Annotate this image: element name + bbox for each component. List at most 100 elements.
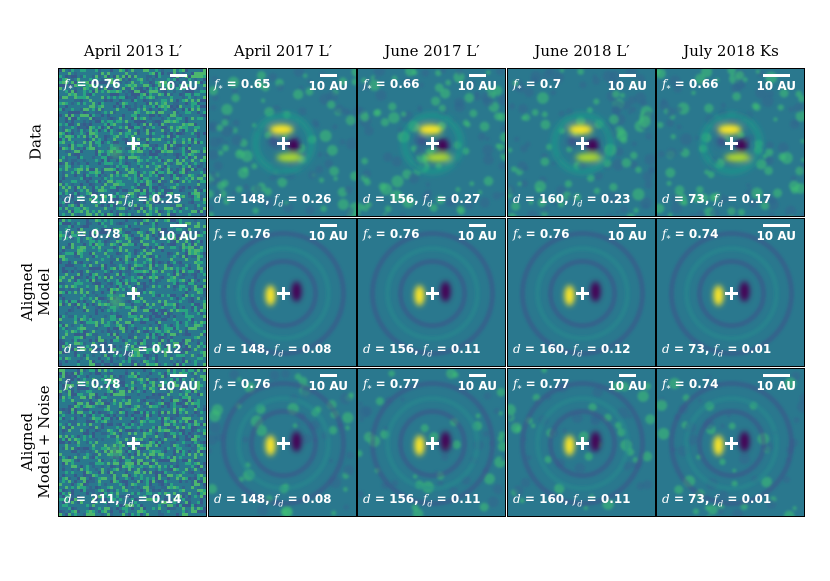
d-symbol: d [363,191,371,206]
fd-value: 0.11 [450,491,481,506]
fd-symbol: fd [572,341,583,358]
row-label-line: Model + Noise [35,385,53,499]
star-position-cross [127,137,140,150]
scale-bar-line [169,74,187,77]
distance-fd-label: d = 211, fd = 0.12 [64,341,182,358]
d-symbol: d [64,491,72,506]
scale-bar: 10 AU [607,224,647,243]
row-label-line: Data [26,124,45,160]
fstar-label: f* = 0.74 [662,377,719,394]
fstar-value: 0.66 [389,77,420,91]
fstar-label: f* = 0.76 [214,377,271,394]
star-position-cross [426,137,439,150]
panel-image [59,69,206,216]
distance-fd-label: d = 160, fd = 0.23 [513,191,631,208]
fd-symbol: fd [123,491,134,508]
star-position-cross [725,137,738,150]
distance-fd-label: d = 211, fd = 0.25 [64,191,182,208]
fstar-symbol: f* [363,77,372,94]
image-panel: f* = 0.76 10 AU d = 211, fd = 0.25 [58,68,207,217]
fstar-symbol: f* [363,227,372,244]
fstar-symbol: f* [64,377,73,394]
scale-bar-line [618,374,636,377]
fd-value: 0.08 [301,341,332,356]
fstar-label: f* = 0.65 [214,77,271,94]
image-panel: f* = 0.74 10 AU d = 73, fd = 0.01 [656,218,805,367]
d-symbol: d [214,341,222,356]
fd-symbol: fd [422,491,433,508]
fd-symbol: fd [123,191,134,208]
distance-fd-label: d = 156, fd = 0.11 [363,491,481,508]
fd-symbol: fd [713,341,724,358]
column-title: June 2017 L′ [384,42,480,60]
distance-fd-label: d = 160, fd = 0.12 [513,341,631,358]
scale-bar: 10 AU [756,74,796,93]
scale-bar-label: 10 AU [607,229,647,243]
fstar-label: f* = 0.76 [214,227,271,244]
d-value: 211 [90,191,116,206]
scale-bar-label: 10 AU [308,379,348,393]
image-panel: f* = 0.66 10 AU d = 73, fd = 0.17 [656,68,805,217]
column-title: April 2013 L′ [83,42,183,60]
scale-bar: 10 AU [158,224,198,243]
fd-symbol: fd [713,491,724,508]
star-position-cross [426,437,439,450]
scale-bar: 10 AU [158,374,198,393]
d-symbol: d [64,191,72,206]
scale-bar: 10 AU [457,374,497,393]
fstar-value: 0.78 [90,377,121,391]
image-panel: f* = 0.76 10 AU d = 160, fd = 0.12 [507,218,656,367]
fstar-symbol: f* [214,227,223,244]
star-position-cross [127,437,140,450]
scale-bar-line [618,74,636,77]
distance-fd-label: d = 148, fd = 0.08 [214,491,332,508]
row-label: Data [26,67,45,217]
star-position-cross [576,287,589,300]
fd-symbol: fd [572,191,583,208]
fstar-value: 0.78 [90,227,121,241]
fstar-symbol: f* [513,227,522,244]
d-symbol: d [513,491,521,506]
fstar-value: 0.7 [539,77,562,91]
scale-bar-line [762,74,790,77]
fd-value: 0.11 [450,341,481,356]
row-label-line: Model [35,268,53,316]
scale-bar: 10 AU [158,74,198,93]
scale-bar-label: 10 AU [308,229,348,243]
image-panel: f* = 0.77 10 AU d = 160, fd = 0.11 [507,368,656,517]
scale-bar-line [169,374,187,377]
scale-bar-label: 10 AU [756,379,796,393]
fd-value: 0.01 [741,341,772,356]
fstar-value: 0.74 [688,377,719,391]
d-value: 211 [90,341,116,356]
d-value: 73 [688,491,705,506]
fd-symbol: fd [422,341,433,358]
scale-bar-label: 10 AU [457,229,497,243]
fstar-label: f* = 0.78 [64,227,121,244]
scale-bar: 10 AU [607,374,647,393]
scale-bar-label: 10 AU [457,79,497,93]
fstar-label: f* = 0.66 [363,77,420,94]
star-position-cross [725,287,738,300]
d-symbol: d [662,491,670,506]
fstar-label: f* = 0.76 [64,77,121,94]
d-value: 160 [539,341,565,356]
image-panel: f* = 0.78 10 AU d = 211, fd = 0.12 [58,218,207,367]
row-label: Aligned Model + Noise [18,367,53,517]
distance-fd-label: d = 73, fd = 0.01 [662,491,772,508]
d-symbol: d [662,341,670,356]
scale-bar-line [468,74,486,77]
d-symbol: d [662,191,670,206]
fstar-label: f* = 0.76 [363,227,420,244]
panel-image [358,69,505,216]
d-symbol: d [214,191,222,206]
d-symbol: d [214,491,222,506]
scale-bar-label: 10 AU [308,79,348,93]
fstar-symbol: f* [214,377,223,394]
fd-symbol: fd [273,491,284,508]
fd-value: 0.27 [450,191,481,206]
scale-bar-label: 10 AU [457,379,497,393]
fstar-value: 0.74 [688,227,719,241]
d-symbol: d [363,491,371,506]
